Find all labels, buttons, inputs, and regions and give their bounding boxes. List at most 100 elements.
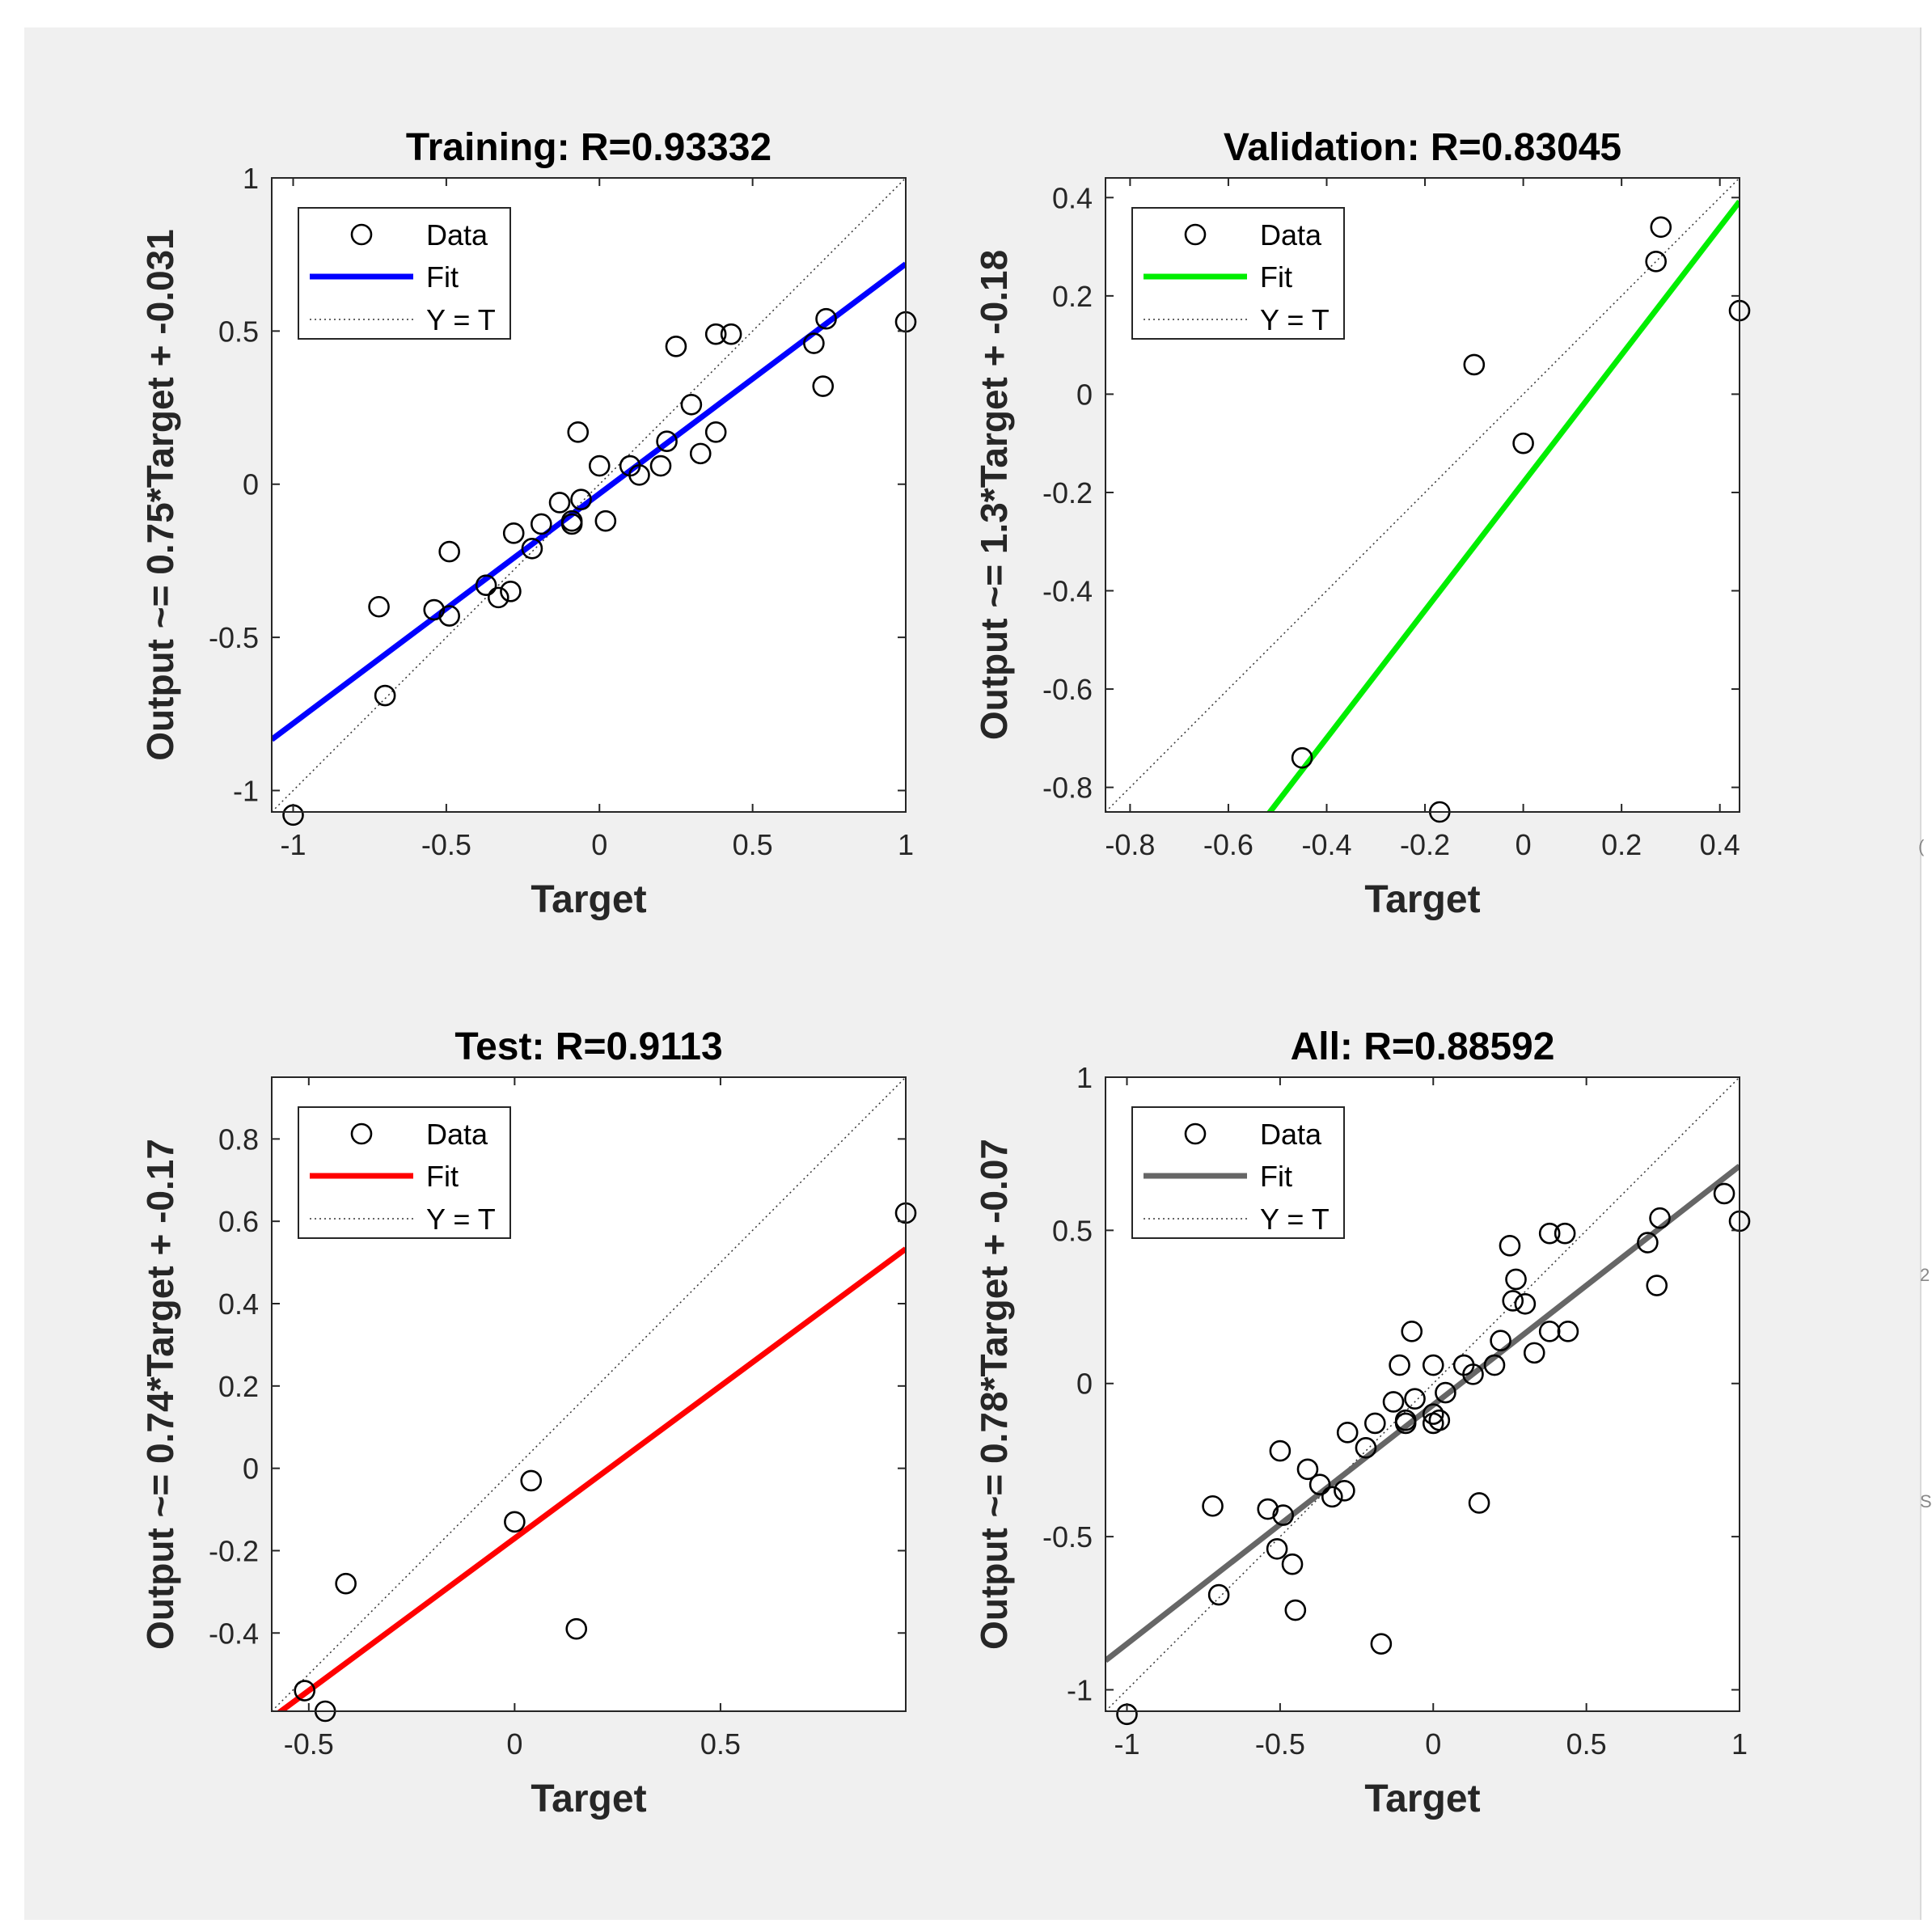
data-point (1523, 1342, 1545, 1364)
data-point (1284, 1599, 1307, 1621)
data-point (1514, 1292, 1537, 1315)
fit-line (1266, 200, 1740, 812)
data-point (500, 581, 522, 602)
data-point (588, 454, 611, 477)
x-tick-label: 0.5 (1566, 1727, 1607, 1761)
x-tick-label: -0.6 (1203, 828, 1253, 861)
y-tick-label: 0.4 (1052, 181, 1093, 214)
chart-title: Training: R=0.93332 (406, 126, 772, 169)
data-point (1490, 1330, 1511, 1352)
legend-label: Fit (1260, 260, 1292, 294)
data-point (1321, 1486, 1343, 1508)
data-point (1505, 1268, 1527, 1291)
data-point (438, 540, 460, 563)
legend-label: Y = T (426, 1203, 496, 1236)
legend-label: Fit (426, 260, 459, 294)
x-axis-label: Target (531, 878, 646, 921)
data-point (560, 513, 583, 535)
data-point (1499, 1235, 1521, 1257)
x-tick-label: -1 (1114, 1727, 1140, 1761)
data-point (1650, 216, 1672, 239)
data-point (567, 421, 590, 443)
y-tick-label: 1 (1076, 1061, 1093, 1094)
scatter-panel-4: -1 -0.5 0 0.5 1 -1 -0.5 0 0.5 1 All: R=0.88592 Targ… (973, 1025, 1751, 1820)
x-tick-label: 0.5 (733, 828, 773, 861)
data-point (548, 492, 571, 514)
data-point (565, 1617, 588, 1640)
data-point (1713, 1182, 1735, 1205)
data-point (1637, 1232, 1659, 1253)
legend: Data Fit Y = T (298, 1106, 511, 1239)
data-point (1291, 746, 1313, 769)
y-tick-label: -1 (1067, 1673, 1093, 1706)
data-point (1512, 432, 1534, 454)
x-tick-label: -0.2 (1400, 828, 1450, 861)
x-tick-label: 0.5 (700, 1727, 741, 1761)
data-point (665, 336, 687, 357)
legend-label: Y = T (1260, 1203, 1330, 1236)
data-point (294, 1680, 316, 1702)
y-tick-label: 0 (243, 468, 259, 501)
data-point (1363, 1412, 1386, 1435)
y-axis-label: Output ~= 0.74*Target + -0.17 (139, 1139, 181, 1650)
data-point (1422, 1403, 1444, 1425)
data-point (680, 393, 703, 416)
data-point (475, 574, 497, 597)
y-tick-label: -0.2 (1042, 476, 1093, 509)
scatter-panel-2: -0.8 -0.6 -0.4 -0.2 0 0.2 0.4 -0.8 -0.6 -0.4 -0.2 0… (973, 126, 1751, 921)
y-tick-label: -0.5 (1042, 1520, 1093, 1554)
x-tick-label: 0 (1425, 1727, 1441, 1761)
data-point (570, 488, 592, 510)
x-tick-label: -0.5 (284, 1727, 334, 1761)
fit-line (276, 1246, 906, 1711)
data-point (504, 1511, 526, 1533)
data-point (1281, 1553, 1304, 1575)
x-tick-label: 1 (1731, 1727, 1748, 1761)
legend-box (1131, 1106, 1345, 1239)
legend-label: Fit (426, 1160, 459, 1193)
y-tick-label: -1 (233, 774, 259, 807)
legend-label: Data (426, 218, 488, 252)
x-tick-label: 0.4 (1700, 828, 1740, 861)
data-point (374, 684, 396, 707)
data-point (1389, 1354, 1410, 1376)
axes-frame (1105, 177, 1740, 813)
legend-label: Y = T (1260, 303, 1330, 336)
data-point (1428, 1409, 1451, 1431)
data-point (487, 586, 509, 609)
legend-data-marker (1184, 1122, 1207, 1145)
data-point (689, 442, 712, 465)
data-point (520, 1469, 543, 1492)
legend-box (298, 207, 511, 340)
y-axis-label: Output ~= 1.3*Target + -0.18 (973, 250, 1015, 740)
data-point (502, 522, 525, 544)
axes-frame (1105, 1076, 1740, 1712)
legend-label: Y = T (426, 303, 496, 336)
legend: Data Fit Y = T (1131, 207, 1345, 340)
y-tick-label: 0.4 (218, 1287, 259, 1321)
data-point (812, 375, 835, 397)
x-tick-label: 0.2 (1601, 828, 1642, 861)
scatter-panel-1: -1 -0.5 0 0.5 1 -1 -0.5 0 0.5 1 Training: R=0.9333… (139, 126, 917, 921)
y-tick-label: 0 (1076, 378, 1093, 411)
chart-title: All: R=0.88592 (1291, 1025, 1555, 1068)
legend-data-marker (350, 223, 373, 246)
data-point (1334, 1480, 1355, 1502)
data-point (815, 307, 837, 330)
y-tick-label: -0.6 (1042, 673, 1093, 706)
y-tick-label: -0.4 (209, 1617, 259, 1650)
data-point (1266, 1537, 1288, 1560)
x-tick-label: -0.4 (1301, 828, 1351, 861)
data-point (1554, 1222, 1576, 1245)
edge-mark: S (1920, 1491, 1932, 1511)
y-tick-label: 0.5 (218, 315, 259, 348)
legend-label: Data (1260, 218, 1322, 252)
data-point (656, 430, 678, 453)
data-point (335, 1572, 357, 1595)
data-point (1422, 1354, 1444, 1376)
axes-frame (271, 177, 907, 813)
x-tick-label: 1 (898, 828, 914, 861)
legend: Data Fit Y = T (1131, 1106, 1345, 1239)
data-point (423, 598, 446, 621)
data-point (1557, 1321, 1579, 1342)
